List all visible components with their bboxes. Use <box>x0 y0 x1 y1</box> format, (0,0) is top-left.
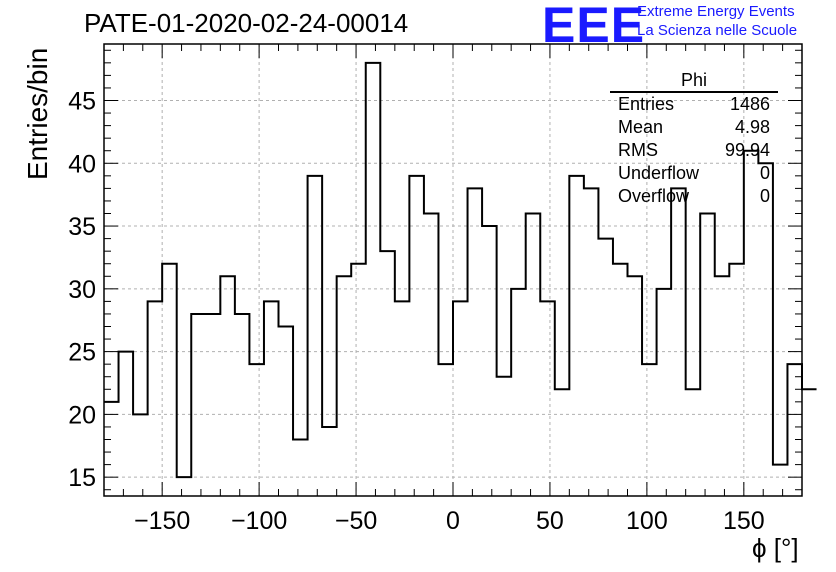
logo-line-1: Extreme Energy Events <box>637 3 795 20</box>
stats-label: Entries <box>618 94 675 114</box>
x-tick-label: −100 <box>231 507 287 535</box>
stats-label: Underflow <box>618 163 700 183</box>
stats-value: 0 <box>759 186 770 206</box>
histogram-series-line <box>104 61 817 479</box>
stats-header: Phi <box>610 70 778 93</box>
stats-box: Phi Entries 1486 Mean 4.98 RMS 99.94 Und… <box>610 70 778 208</box>
stats-value: 4.98 <box>734 117 770 137</box>
x-tick-label: −50 <box>335 507 377 535</box>
x-tick-label: 150 <box>723 507 765 535</box>
y-tick-label: 15 <box>68 464 96 492</box>
x-tick-label: 0 <box>446 507 460 535</box>
logo-line-2: La Scienza nelle Scuole <box>637 22 798 39</box>
stats-row-underflow: Underflow 0 <box>610 162 778 185</box>
plot-title: PATE-01-2020-02-24-00014 <box>84 8 409 38</box>
x-tick-label: −150 <box>134 507 190 535</box>
stats-row-entries: Entries 1486 <box>610 93 778 116</box>
x-tick-label: 100 <box>626 507 668 535</box>
x-axis-label: ϕ [°] <box>752 533 799 563</box>
x-tick-label: 50 <box>536 507 564 535</box>
stats-label: RMS <box>618 140 658 160</box>
y-tick-label: 20 <box>68 401 96 429</box>
stats-label: Mean <box>618 117 664 137</box>
y-tick-label: 30 <box>68 276 96 304</box>
y-tick-label: 25 <box>68 339 96 367</box>
y-axis-label: Entries/bin <box>22 47 53 180</box>
y-tick-label: 45 <box>68 88 96 116</box>
y-tick-label: 35 <box>68 213 96 241</box>
stats-value: 0 <box>759 163 770 183</box>
stats-row-mean: Mean 4.98 <box>610 116 778 139</box>
eee-logo: EEE <box>542 0 646 53</box>
stats-row-overflow: Overflow 0 <box>610 185 778 208</box>
stats-value: 99.94 <box>724 140 770 160</box>
stats-value: 1486 <box>729 94 770 114</box>
stats-row-rms: RMS 99.94 <box>610 139 778 162</box>
y-tick-label: 40 <box>68 150 96 178</box>
stats-label: Overflow <box>618 186 690 206</box>
